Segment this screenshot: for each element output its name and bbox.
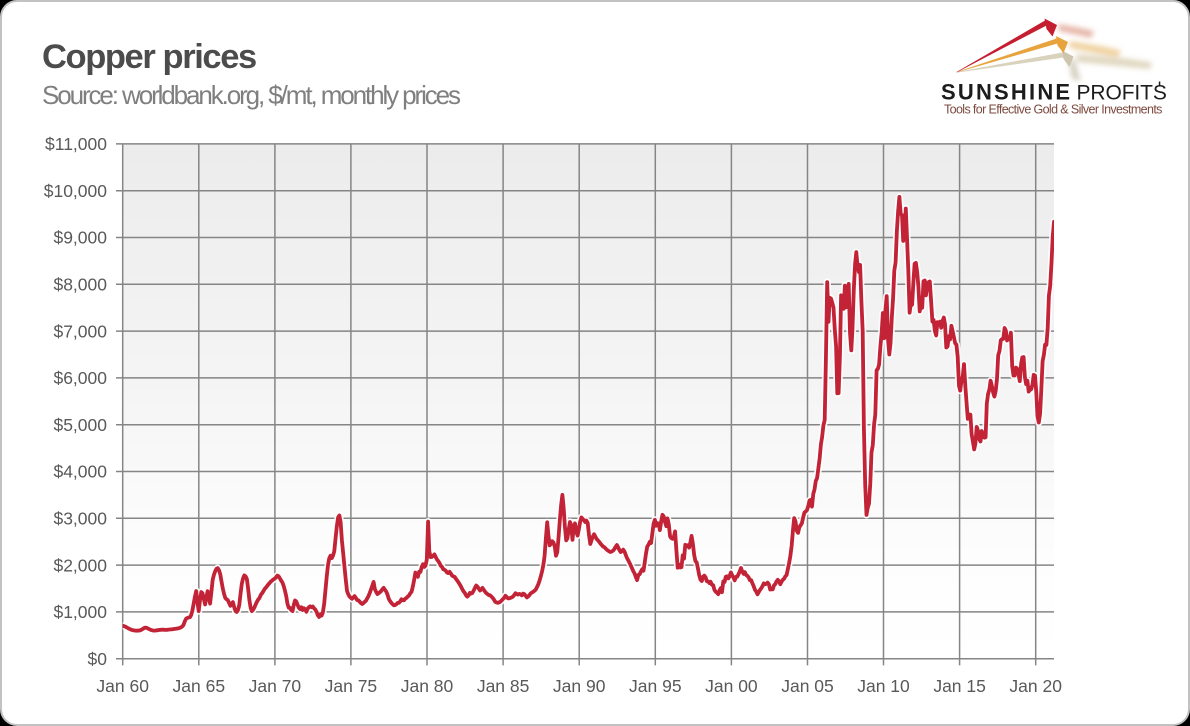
svg-text:Jan 95: Jan 95 — [629, 676, 682, 696]
svg-text:Jan 00: Jan 00 — [705, 676, 758, 696]
svg-text:$7,000: $7,000 — [53, 321, 107, 341]
svg-text:PROFITS: PROFITS — [1077, 82, 1167, 105]
svg-text:Jan 20: Jan 20 — [1009, 676, 1062, 696]
svg-text:Jan 65: Jan 65 — [173, 676, 226, 696]
svg-text:Jan 75: Jan 75 — [325, 676, 378, 696]
svg-text:Jan 80: Jan 80 — [401, 676, 454, 696]
svg-text:SUNSHINE: SUNSHINE — [941, 80, 1072, 105]
svg-text:$8,000: $8,000 — [53, 275, 107, 295]
svg-text:Jan 10: Jan 10 — [857, 676, 910, 696]
svg-text:$9,000: $9,000 — [53, 228, 107, 248]
svg-text:$10,000: $10,000 — [44, 181, 108, 201]
svg-text:$1,000: $1,000 — [53, 602, 107, 622]
svg-text:Jan 70: Jan 70 — [249, 676, 302, 696]
svg-text:$3,000: $3,000 — [53, 509, 107, 529]
svg-text:Jan 05: Jan 05 — [781, 676, 834, 696]
svg-text:Jan 90: Jan 90 — [553, 676, 606, 696]
svg-text:Tools for Effective Gold & Sil: Tools for Effective Gold & Silver Invest… — [944, 103, 1162, 117]
svg-text:$2,000: $2,000 — [53, 555, 107, 575]
svg-text:$0: $0 — [88, 649, 108, 669]
svg-text:Jan 85: Jan 85 — [477, 676, 530, 696]
svg-text:$6,000: $6,000 — [53, 368, 107, 388]
svg-text:Jan 60: Jan 60 — [96, 676, 149, 696]
svg-text:$11,000: $11,000 — [45, 134, 107, 154]
svg-text:Jan 15: Jan 15 — [933, 676, 986, 696]
svg-text:$4,000: $4,000 — [53, 462, 107, 482]
svg-text:$5,000: $5,000 — [53, 415, 107, 435]
